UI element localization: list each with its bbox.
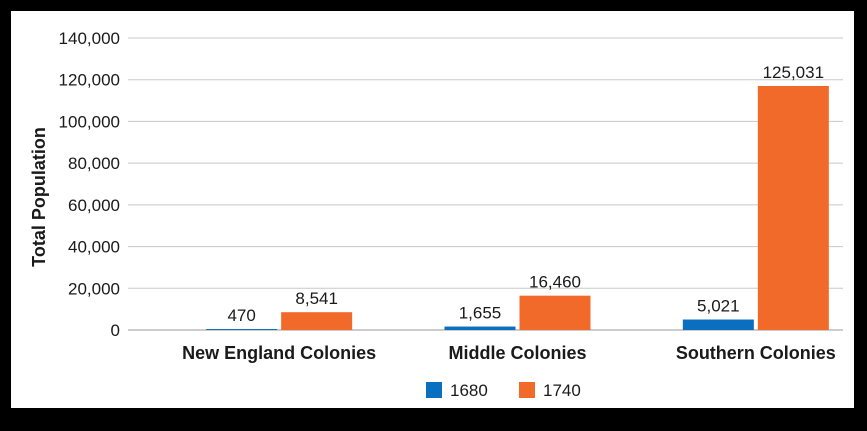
category-label: Southern Colonies	[676, 343, 836, 363]
category-label: New England Colonies	[182, 343, 376, 363]
y-tick-label: 80,000	[68, 154, 120, 173]
data-label: 125,031	[763, 63, 824, 82]
y-tick-label: 40,000	[68, 238, 120, 257]
y-tick-label: 0	[111, 321, 120, 340]
bar-1680	[444, 326, 516, 330]
data-label: 1,655	[459, 304, 502, 323]
axes: 0 20,000 40,000 60,000 80,000 100,000 120,000 1…	[59, 29, 836, 363]
data-label: 8,541	[295, 289, 338, 308]
y-tick-label: 20,000	[68, 279, 120, 298]
chart-panel: 470 8,541 1,655 16,460 5,021 125,031 0 20,000 4…	[11, 11, 854, 408]
bar-1740	[519, 295, 591, 330]
legend-label: 1740	[543, 381, 581, 400]
legend-label: 1680	[450, 381, 488, 400]
legend-swatch	[519, 382, 535, 398]
bar-1680	[206, 329, 278, 330]
bar-1740	[281, 312, 353, 330]
y-tick-label: 100,000	[59, 112, 120, 131]
data-labels: 470 8,541 1,655 16,460 5,021 125,031	[227, 63, 824, 325]
data-label: 470	[227, 306, 255, 325]
y-tick-label: 140,000	[59, 29, 120, 48]
data-label: 16,460	[529, 273, 581, 292]
y-axis-title: Total Population	[29, 127, 49, 267]
bars	[206, 85, 829, 330]
bar-1740	[757, 85, 829, 330]
y-tick-label: 60,000	[68, 196, 120, 215]
legend-swatch	[426, 382, 442, 398]
data-label: 5,021	[697, 297, 740, 316]
gridlines	[128, 37, 843, 331]
bar-chart: 470 8,541 1,655 16,460 5,021 125,031 0 20,000 4…	[29, 29, 843, 400]
y-tick-label: 120,000	[59, 71, 120, 90]
bar-1680	[682, 319, 754, 330]
category-label: Middle Colonies	[448, 343, 586, 363]
legend: 1680 1740	[426, 381, 581, 400]
